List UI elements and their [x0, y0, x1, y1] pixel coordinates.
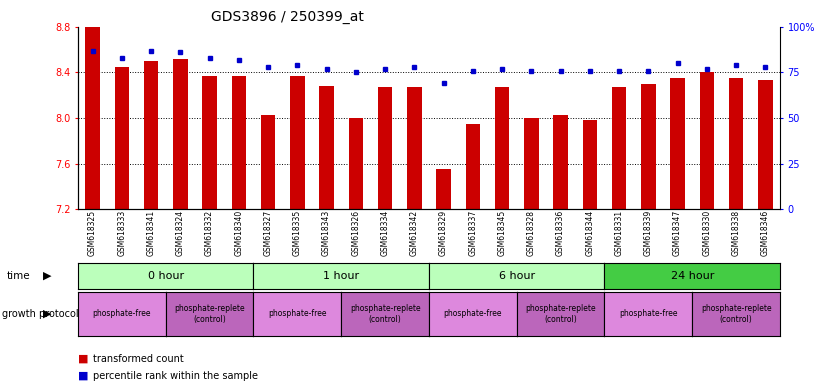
Text: 0 hour: 0 hour: [148, 271, 184, 281]
Bar: [261, 115, 275, 209]
Bar: [583, 120, 597, 209]
Bar: [202, 76, 217, 209]
Bar: [553, 115, 568, 209]
Bar: [699, 73, 714, 209]
Bar: [495, 87, 509, 209]
Bar: [349, 118, 363, 209]
Text: phosphate-replete
(control): phosphate-replete (control): [701, 304, 772, 324]
Text: ■: ■: [78, 371, 89, 381]
Text: transformed count: transformed count: [93, 354, 184, 364]
Text: percentile rank within the sample: percentile rank within the sample: [93, 371, 258, 381]
Bar: [641, 84, 656, 209]
Text: 1 hour: 1 hour: [323, 271, 360, 281]
Text: ▶: ▶: [43, 271, 51, 281]
Text: phosphate-replete
(control): phosphate-replete (control): [525, 304, 596, 324]
Bar: [758, 81, 773, 209]
Bar: [173, 59, 188, 209]
Text: 6 hour: 6 hour: [498, 271, 534, 281]
Text: growth protocol: growth protocol: [2, 309, 78, 319]
Text: ■: ■: [78, 354, 89, 364]
Text: phosphate-free: phosphate-free: [443, 310, 502, 318]
Bar: [85, 27, 100, 209]
Text: ▶: ▶: [43, 309, 51, 319]
Bar: [290, 76, 305, 209]
Bar: [319, 86, 334, 209]
Bar: [612, 87, 626, 209]
Text: phosphate-replete
(control): phosphate-replete (control): [350, 304, 420, 324]
Text: phosphate-replete
(control): phosphate-replete (control): [174, 304, 245, 324]
Bar: [729, 78, 743, 209]
Bar: [378, 87, 392, 209]
Text: time: time: [7, 271, 30, 281]
Bar: [524, 118, 539, 209]
Bar: [407, 87, 422, 209]
Bar: [466, 124, 480, 209]
Text: GDS3896 / 250399_at: GDS3896 / 250399_at: [211, 10, 364, 23]
Text: phosphate-free: phosphate-free: [619, 310, 677, 318]
Bar: [670, 78, 685, 209]
Text: phosphate-free: phosphate-free: [93, 310, 151, 318]
Text: 24 hour: 24 hour: [671, 271, 714, 281]
Bar: [436, 169, 451, 209]
Bar: [232, 76, 246, 209]
Bar: [144, 61, 158, 209]
Text: phosphate-free: phosphate-free: [268, 310, 327, 318]
Bar: [115, 67, 129, 209]
